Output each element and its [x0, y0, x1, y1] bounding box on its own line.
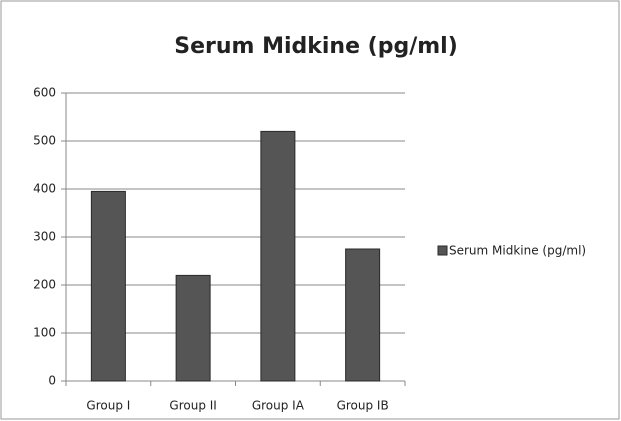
chart-title: Serum Midkine (pg/ml) — [174, 34, 458, 59]
y-tick-label: 500 — [33, 134, 56, 148]
y-tick-label: 100 — [33, 326, 56, 340]
x-tick-label: Group I — [86, 399, 130, 413]
y-tick-label: 300 — [33, 230, 56, 244]
x-tick-label: Group IA — [252, 399, 305, 413]
bar — [260, 130, 296, 382]
legend-swatch — [437, 245, 448, 256]
y-tick-label: 0 — [48, 374, 56, 388]
x-tick-label: Group IB — [337, 399, 389, 413]
bar — [345, 248, 381, 382]
y-tick-label: 200 — [33, 278, 56, 292]
bar — [175, 274, 211, 382]
y-tick-label: 400 — [33, 182, 56, 196]
legend-label: Serum Midkine (pg/ml) — [449, 244, 586, 258]
x-tick-label: Group II — [169, 399, 216, 413]
y-tick-label: 600 — [33, 86, 56, 100]
bar — [90, 190, 126, 382]
